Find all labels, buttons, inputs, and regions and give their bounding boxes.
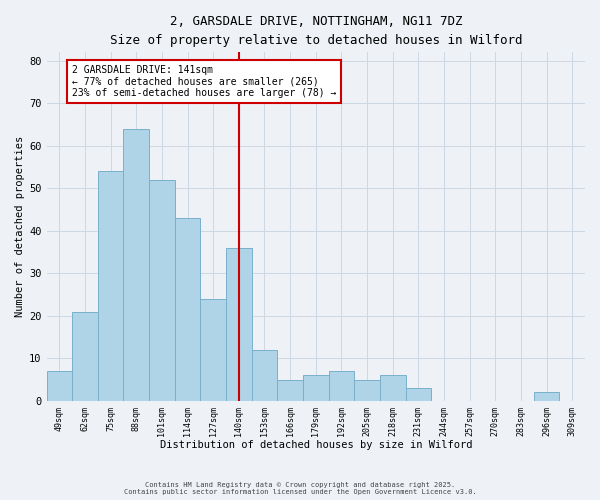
X-axis label: Distribution of detached houses by size in Wilford: Distribution of detached houses by size … bbox=[160, 440, 472, 450]
Bar bbox=[534, 392, 559, 401]
Bar bbox=[277, 380, 303, 401]
Bar bbox=[303, 376, 329, 401]
Bar bbox=[354, 380, 380, 401]
Bar bbox=[149, 180, 175, 401]
Bar bbox=[406, 388, 431, 401]
Bar bbox=[226, 248, 251, 401]
Bar bbox=[329, 371, 354, 401]
Bar bbox=[251, 350, 277, 401]
Bar bbox=[200, 299, 226, 401]
Bar bbox=[47, 371, 72, 401]
Bar bbox=[380, 376, 406, 401]
Y-axis label: Number of detached properties: Number of detached properties bbox=[15, 136, 25, 318]
Text: 2 GARSDALE DRIVE: 141sqm
← 77% of detached houses are smaller (265)
23% of semi-: 2 GARSDALE DRIVE: 141sqm ← 77% of detach… bbox=[72, 65, 337, 98]
Bar bbox=[124, 129, 149, 401]
Bar bbox=[98, 172, 124, 401]
Bar bbox=[72, 312, 98, 401]
Bar bbox=[175, 218, 200, 401]
Title: 2, GARSDALE DRIVE, NOTTINGHAM, NG11 7DZ
Size of property relative to detached ho: 2, GARSDALE DRIVE, NOTTINGHAM, NG11 7DZ … bbox=[110, 15, 522, 47]
Text: Contains HM Land Registry data © Crown copyright and database right 2025.
Contai: Contains HM Land Registry data © Crown c… bbox=[124, 482, 476, 495]
